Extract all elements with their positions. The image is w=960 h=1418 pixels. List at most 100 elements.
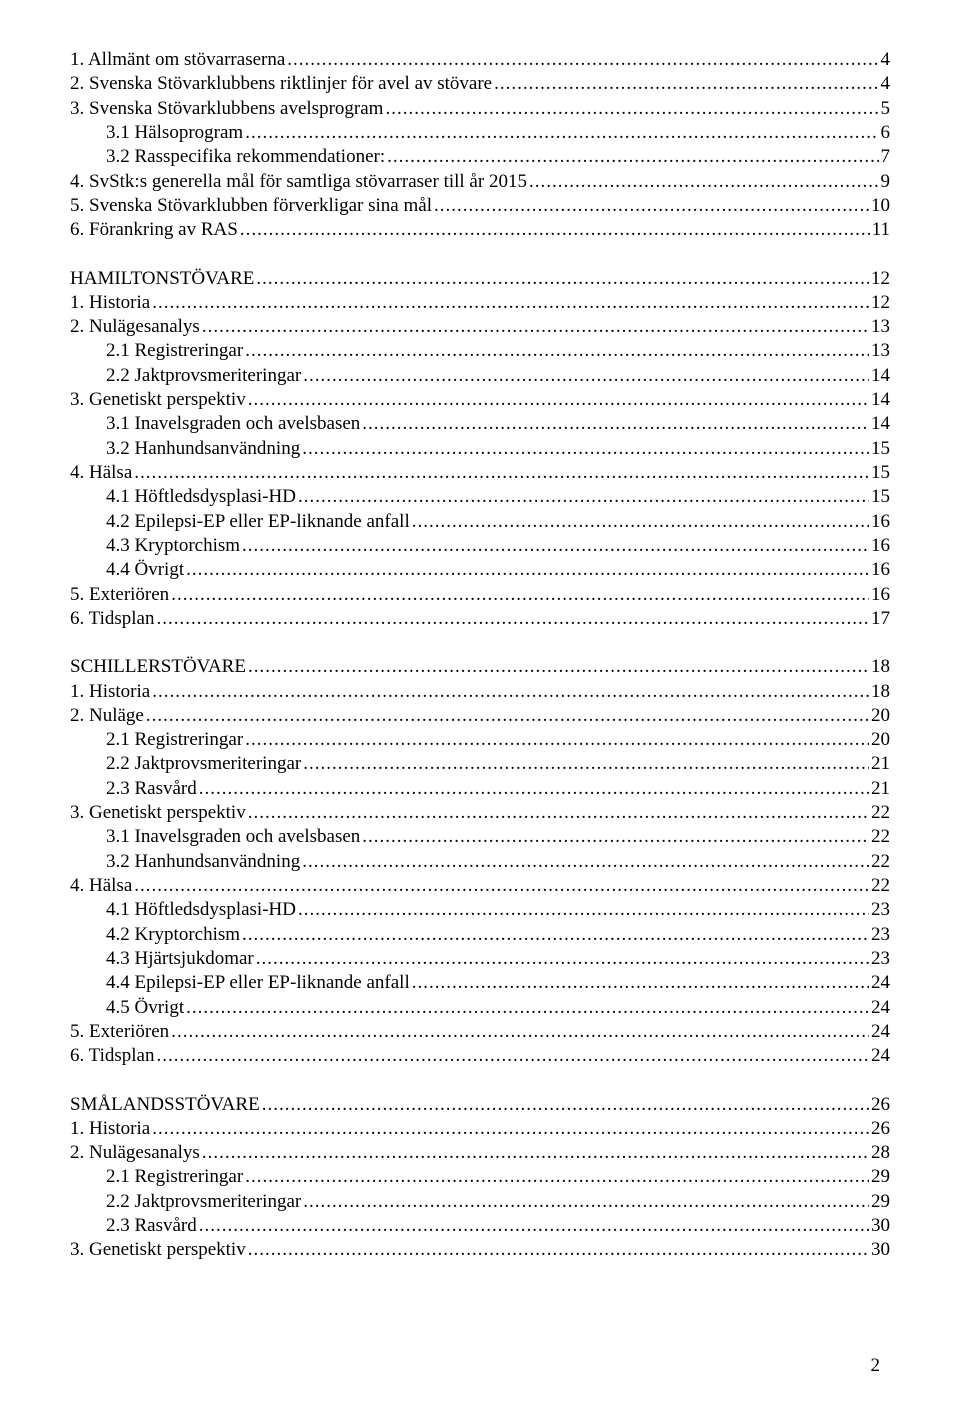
toc-entry: 5. Exteriören16 <box>70 583 890 607</box>
toc-entry-label: 4.1 Höftledsdysplasi-HD <box>106 898 296 922</box>
toc-leader-dots <box>248 1238 869 1262</box>
toc-entry-label: 2. Nulägesanalys <box>70 315 200 339</box>
toc-entry: 4.1 Höftledsdysplasi-HD 15 <box>70 485 890 509</box>
toc-entry: 3.1 Inavelsgraden och avelsbasen14 <box>70 412 890 436</box>
toc-entry-label: 4.1 Höftledsdysplasi-HD <box>106 485 296 509</box>
toc-entry-page: 23 <box>871 898 890 922</box>
toc-entry-page: 16 <box>871 558 890 582</box>
toc-entry: 4. SvStk:s generella mål för samtliga st… <box>70 170 890 194</box>
toc-entry: 1. Historia12 <box>70 291 890 315</box>
toc-entry-label: 1. Historia <box>70 291 150 315</box>
toc-entry: 3.1 Hälsoprogram6 <box>70 121 890 145</box>
toc-entry-label: 3.1 Inavelsgraden och avelsbasen <box>106 412 360 436</box>
toc-leader-dots <box>412 510 869 534</box>
toc-leader-dots <box>362 825 869 849</box>
toc-entry-label: 3.1 Inavelsgraden och avelsbasen <box>106 825 360 849</box>
toc-entry-page: 17 <box>871 607 890 631</box>
toc-entry-page: 16 <box>871 510 890 534</box>
toc-leader-dots <box>248 388 869 412</box>
toc-leader-dots <box>303 1190 869 1214</box>
toc-entry-page: 22 <box>871 850 890 874</box>
toc-leader-dots <box>302 437 869 461</box>
toc-leader-dots <box>245 728 869 752</box>
toc-entry-page: 29 <box>871 1165 890 1189</box>
toc-entry-page: 22 <box>871 874 890 898</box>
toc-entry-label: 2. Nuläge <box>70 704 144 728</box>
toc-entry-label: 6. Tidsplan <box>70 607 154 631</box>
toc-entry-label: 4.4 Övrigt <box>106 558 184 582</box>
toc-leader-dots <box>434 194 869 218</box>
toc-leader-dots <box>134 874 869 898</box>
toc-entry-page: 4 <box>881 72 891 96</box>
toc-entry: 6. Förankring av RAS11 <box>70 218 890 242</box>
toc-entry-label: HAMILTONSTÖVARE <box>70 267 254 291</box>
toc-leader-dots <box>245 1165 869 1189</box>
toc-leader-dots <box>298 898 869 922</box>
toc-entry-label: 3.1 Hälsoprogram <box>106 121 243 145</box>
toc-leader-dots <box>152 291 869 315</box>
toc-leader-dots <box>302 850 869 874</box>
toc-entry: 3.2 Hanhundsanvändning 22 <box>70 850 890 874</box>
toc-entry-label: 4. Hälsa <box>70 874 132 898</box>
toc-entry-page: 15 <box>871 437 890 461</box>
toc-entry-label: 3.2 Hanhundsanvändning <box>106 850 300 874</box>
toc-entry-label: 4.2 Epilepsi-EP eller EP-liknande anfall <box>106 510 410 534</box>
toc-entry-label: 3. Svenska Stövarklubbens avelsprogram <box>70 97 383 121</box>
toc-entry: 3. Genetiskt perspektiv22 <box>70 801 890 825</box>
toc-entry-label: 6. Förankring av RAS <box>70 218 238 242</box>
toc-entry: SMÅLANDSSTÖVARE 26 <box>70 1093 890 1117</box>
toc-entry-page: 26 <box>871 1093 890 1117</box>
toc-entry: 2.3 Rasvård30 <box>70 1214 890 1238</box>
toc-entry-page: 18 <box>871 655 890 679</box>
toc-entry: SCHILLERSTÖVARE18 <box>70 655 890 679</box>
toc-leader-dots <box>152 1117 869 1141</box>
toc-leader-dots <box>242 534 869 558</box>
toc-entry-page: 22 <box>871 825 890 849</box>
toc-entry: 2. Nuläge20 <box>70 704 890 728</box>
toc-entry-page: 16 <box>871 583 890 607</box>
toc-entry: 2. Nulägesanalys28 <box>70 1141 890 1165</box>
toc-entry-page: 26 <box>871 1117 890 1141</box>
toc-entry: 4.3 Kryptorchism16 <box>70 534 890 558</box>
toc-entry-label: SMÅLANDSSTÖVARE <box>70 1093 260 1117</box>
toc-entry-page: 24 <box>871 1020 890 1044</box>
toc-leader-dots <box>387 145 878 169</box>
toc-entry-page: 5 <box>881 97 891 121</box>
toc-entry: 2.1 Registreringar20 <box>70 728 890 752</box>
toc-entry-page: 23 <box>871 947 890 971</box>
toc-leader-dots <box>245 121 878 145</box>
toc-entry-label: 4.3 Hjärtsjukdomar <box>106 947 254 971</box>
toc-entry-label: 3. Genetiskt perspektiv <box>70 388 246 412</box>
toc-entry: 2.3 Rasvård21 <box>70 777 890 801</box>
toc-entry-page: 23 <box>871 923 890 947</box>
toc-leader-dots <box>256 947 869 971</box>
toc-leader-dots <box>262 1093 869 1117</box>
toc-spacer <box>70 631 890 655</box>
toc-entry: 1. Historia 18 <box>70 680 890 704</box>
toc-entry-label: 2.1 Registreringar <box>106 339 243 363</box>
toc-entry: 4.1 Höftledsdysplasi-HD 23 <box>70 898 890 922</box>
toc-entry-label: 3. Genetiskt perspektiv <box>70 801 246 825</box>
toc-entry: 4.4 Övrigt 16 <box>70 558 890 582</box>
toc-entry-label: 2.3 Rasvård <box>106 777 197 801</box>
toc-entry-label: 2.2 Jaktprovsmeriteringar <box>106 752 301 776</box>
toc-entry-page: 18 <box>871 680 890 704</box>
toc-spacer <box>70 1069 890 1093</box>
toc-entry-label: 3.2 Rasspecifika rekommendationer: <box>106 145 385 169</box>
toc-entry: 4.5 Övrigt24 <box>70 996 890 1020</box>
toc-entry: 5. Exteriören24 <box>70 1020 890 1044</box>
toc-entry: HAMILTONSTÖVARE12 <box>70 267 890 291</box>
toc-entry-page: 7 <box>881 145 891 169</box>
toc-leader-dots <box>199 777 869 801</box>
toc-entry: 3. Genetiskt perspektiv14 <box>70 388 890 412</box>
toc-entry-page: 14 <box>871 364 890 388</box>
toc-entry-page: 28 <box>871 1141 890 1165</box>
toc-leader-dots <box>186 996 869 1020</box>
page-number: 2 <box>871 1354 881 1378</box>
toc-leader-dots <box>171 583 869 607</box>
toc-entry-label: 4.4 Epilepsi-EP eller EP-liknande anfall <box>106 971 410 995</box>
toc-leader-dots <box>303 752 869 776</box>
toc-entry-label: 3. Genetiskt perspektiv <box>70 1238 246 1262</box>
toc-entry-page: 15 <box>871 485 890 509</box>
toc-entry-label: 1. Historia <box>70 680 150 704</box>
